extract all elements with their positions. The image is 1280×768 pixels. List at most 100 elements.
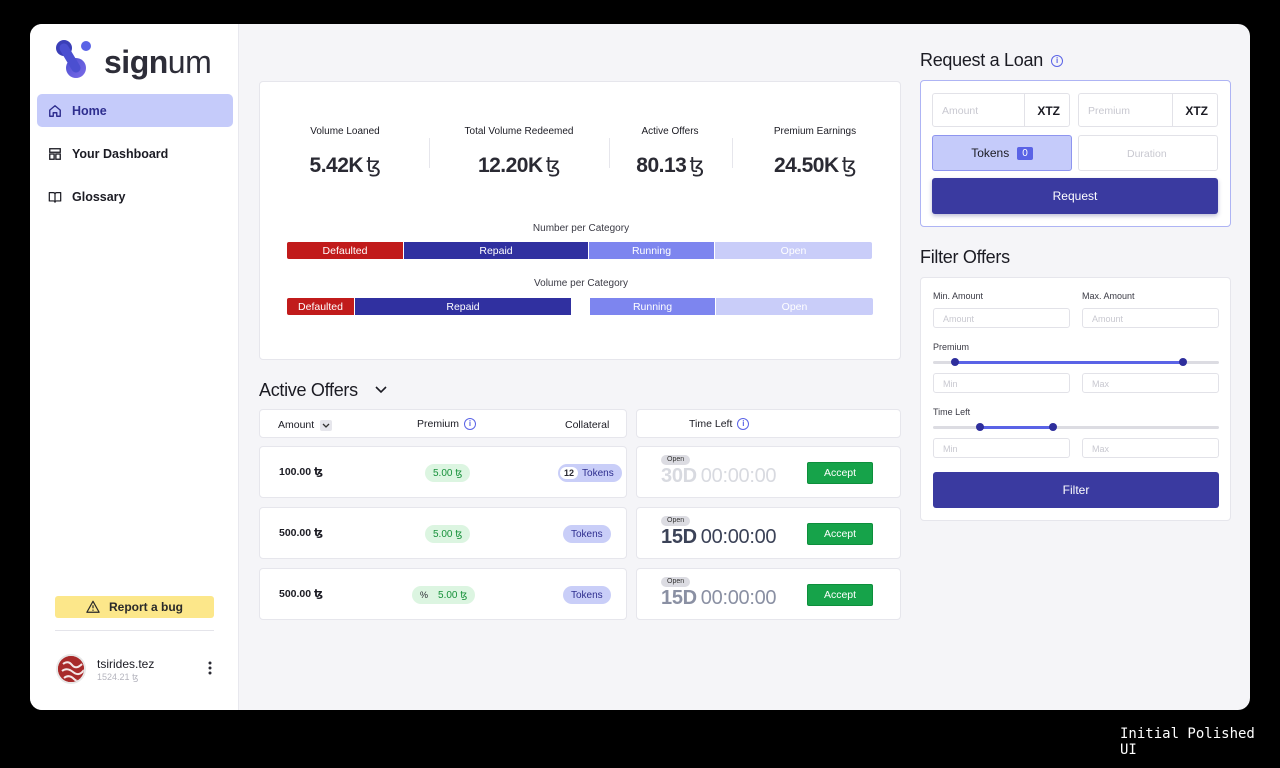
stat-label: Volume Loaned xyxy=(310,126,380,137)
sidebar-item-label: Your Dashboard xyxy=(72,146,169,161)
dashboard-icon xyxy=(49,147,61,160)
premium-label: Premium xyxy=(933,342,970,352)
chevron-down-icon[interactable] xyxy=(374,385,388,395)
sidebar-item-label: Home xyxy=(72,103,107,118)
offers-time-header: Time Left i xyxy=(636,409,901,438)
time-left-max-input[interactable]: Max xyxy=(1082,438,1219,458)
min-amount-input[interactable]: Amount xyxy=(933,308,1070,328)
number-per-category-title: Number per Category xyxy=(532,223,630,234)
filter-card: Min. Amount Max. Amount Amount Amount Pr… xyxy=(920,277,1231,521)
report-bug-button[interactable]: Report a bug xyxy=(55,596,214,618)
sidebar-item-home[interactable]: Home xyxy=(37,94,233,127)
stat-premium-earnings: Premium Earnings 24.50K ꜩ xyxy=(750,126,880,178)
premium-badge: 5.00 ꜩ xyxy=(425,464,471,482)
brand-logo[interactable]: signum xyxy=(54,38,214,82)
time-left-value: 15D 00:00:00 xyxy=(661,526,777,548)
warning-icon xyxy=(86,600,100,613)
number-per-category-segment-defaulted: Defaulted xyxy=(287,242,403,259)
sidebar-item-glossary[interactable]: Glossary xyxy=(37,180,233,213)
min-amount-label: Min. Amount xyxy=(933,291,984,301)
table-row[interactable]: 500.00 ꜩ % 5.00 ꜩ Tokens xyxy=(259,568,627,620)
info-icon[interactable]: i xyxy=(1050,55,1063,68)
more-options-icon[interactable] xyxy=(208,660,212,676)
duration-input[interactable]: Duration xyxy=(1078,135,1218,171)
number-per-category-segment-running: Running xyxy=(589,242,714,259)
stat-label: Premium Earnings xyxy=(773,126,857,137)
user-balance: 1524.21 ꜩ xyxy=(97,672,139,682)
time-left-slider-max-handle[interactable] xyxy=(1049,423,1057,431)
offer-amount: 500.00 ꜩ xyxy=(279,588,324,600)
stats-card: Volume Loaned 5.42K ꜩ Total Volume Redeem… xyxy=(259,81,901,360)
premium-input[interactable]: Premium XTZ xyxy=(1078,93,1218,127)
avatar[interactable] xyxy=(56,654,86,684)
premium-slider-fill xyxy=(955,361,1183,364)
volume-per-category-segment-open: Open xyxy=(716,298,873,315)
sidebar: signum Home Your Dashboard Glossary Repo… xyxy=(30,24,239,710)
caption-text: Initial Polished UI xyxy=(1120,726,1255,758)
time-left-value: 15D 00:00:00 xyxy=(661,587,777,609)
collateral-badge[interactable]: Tokens xyxy=(563,586,611,604)
info-icon[interactable]: i xyxy=(464,418,477,431)
volume-per-category-segment-repaid: Repaid xyxy=(355,298,571,315)
header-amount[interactable]: Amount xyxy=(278,419,333,431)
user-profile: tsirides.tez 1524.21 ꜩ xyxy=(56,654,226,686)
stat-value: 24.50K ꜩ xyxy=(773,154,857,177)
stat-divider xyxy=(732,138,733,168)
offers-table-header: Amount Premium i Collateral xyxy=(259,409,627,438)
time-left-min-input[interactable]: Min xyxy=(933,438,1070,458)
stat-volume-loaned: Volume Loaned 5.42K ꜩ xyxy=(286,126,404,178)
collateral-badge[interactable]: 12 Tokens xyxy=(558,464,622,482)
volume-per-category-title: Volume per Category xyxy=(534,278,628,289)
header-collateral: Collateral xyxy=(565,419,610,431)
filter-button[interactable]: Filter xyxy=(933,472,1219,508)
app-window: signum Home Your Dashboard Glossary Repo… xyxy=(30,24,1250,710)
premium-slider-min-handle[interactable] xyxy=(951,358,959,366)
max-amount-label: Max. Amount xyxy=(1082,291,1135,301)
time-row: Open 30D 00:00:00 Accept xyxy=(636,446,901,498)
time-left-slider-track[interactable] xyxy=(933,426,1219,429)
filter-offers-title: Filter Offers xyxy=(920,247,1010,267)
offer-amount: 500.00 ꜩ xyxy=(279,527,324,539)
accept-button[interactable]: Accept xyxy=(807,584,873,606)
info-icon[interactable]: i xyxy=(737,418,750,431)
sidebar-divider xyxy=(55,630,214,631)
premium-max-input[interactable]: Max xyxy=(1082,373,1219,393)
tokens-count-badge: 0 xyxy=(1017,146,1033,160)
volume-per-category-segment-running: Running xyxy=(590,298,715,315)
amount-input[interactable]: Amount XTZ xyxy=(932,93,1070,127)
time-left-slider-fill xyxy=(980,426,1053,429)
time-left-value: 30D 00:00:00 xyxy=(661,465,777,487)
number-per-category-segment-repaid: Repaid xyxy=(404,242,588,259)
report-bug-label: Report a bug xyxy=(109,600,183,614)
stat-value: 80.13 ꜩ xyxy=(636,154,704,177)
accept-button[interactable]: Accept xyxy=(807,523,873,545)
stat-label: Active Offers xyxy=(641,126,699,137)
collateral-badge[interactable]: Tokens xyxy=(563,525,611,543)
status-badge: Open xyxy=(661,577,691,587)
status-badge: Open xyxy=(661,516,691,526)
request-loan-title: Request a Loan i xyxy=(920,50,1063,71)
table-row[interactable]: 100.00 ꜩ 5.00 ꜩ 12 Tokens xyxy=(259,446,627,498)
premium-slider-max-handle[interactable] xyxy=(1179,358,1187,366)
stat-label: Total Volume Redeemed xyxy=(464,126,574,137)
header-time-left: Time Left i xyxy=(689,418,750,431)
time-left-slider-min-handle[interactable] xyxy=(976,423,984,431)
tokens-button[interactable]: Tokens 0 xyxy=(932,135,1072,171)
active-offers-title: Active Offers xyxy=(259,380,358,400)
max-amount-input[interactable]: Amount xyxy=(1082,308,1219,328)
sort-chevron-icon[interactable] xyxy=(320,419,333,431)
collateral-count: 12 xyxy=(560,467,579,479)
sidebar-item-dashboard[interactable]: Your Dashboard xyxy=(37,137,233,170)
stat-divider xyxy=(609,138,610,168)
accept-button[interactable]: Accept xyxy=(807,462,873,484)
premium-min-input[interactable]: Min xyxy=(933,373,1070,393)
table-row[interactable]: 500.00 ꜩ 5.00 ꜩ Tokens xyxy=(259,507,627,559)
stat-volume-redeemed: Total Volume Redeemed 12.20K ꜩ xyxy=(450,126,588,178)
stat-value: 12.20K ꜩ xyxy=(477,154,561,177)
premium-badge: % 5.00 ꜩ xyxy=(412,586,476,604)
stat-divider xyxy=(429,138,430,168)
brand-name: signum xyxy=(104,44,212,80)
request-loan-card: Amount XTZ Premium XTZ Tokens 0 Duration… xyxy=(920,80,1231,227)
request-button[interactable]: Request xyxy=(932,178,1218,214)
premium-badge: 5.00 ꜩ xyxy=(425,525,471,543)
